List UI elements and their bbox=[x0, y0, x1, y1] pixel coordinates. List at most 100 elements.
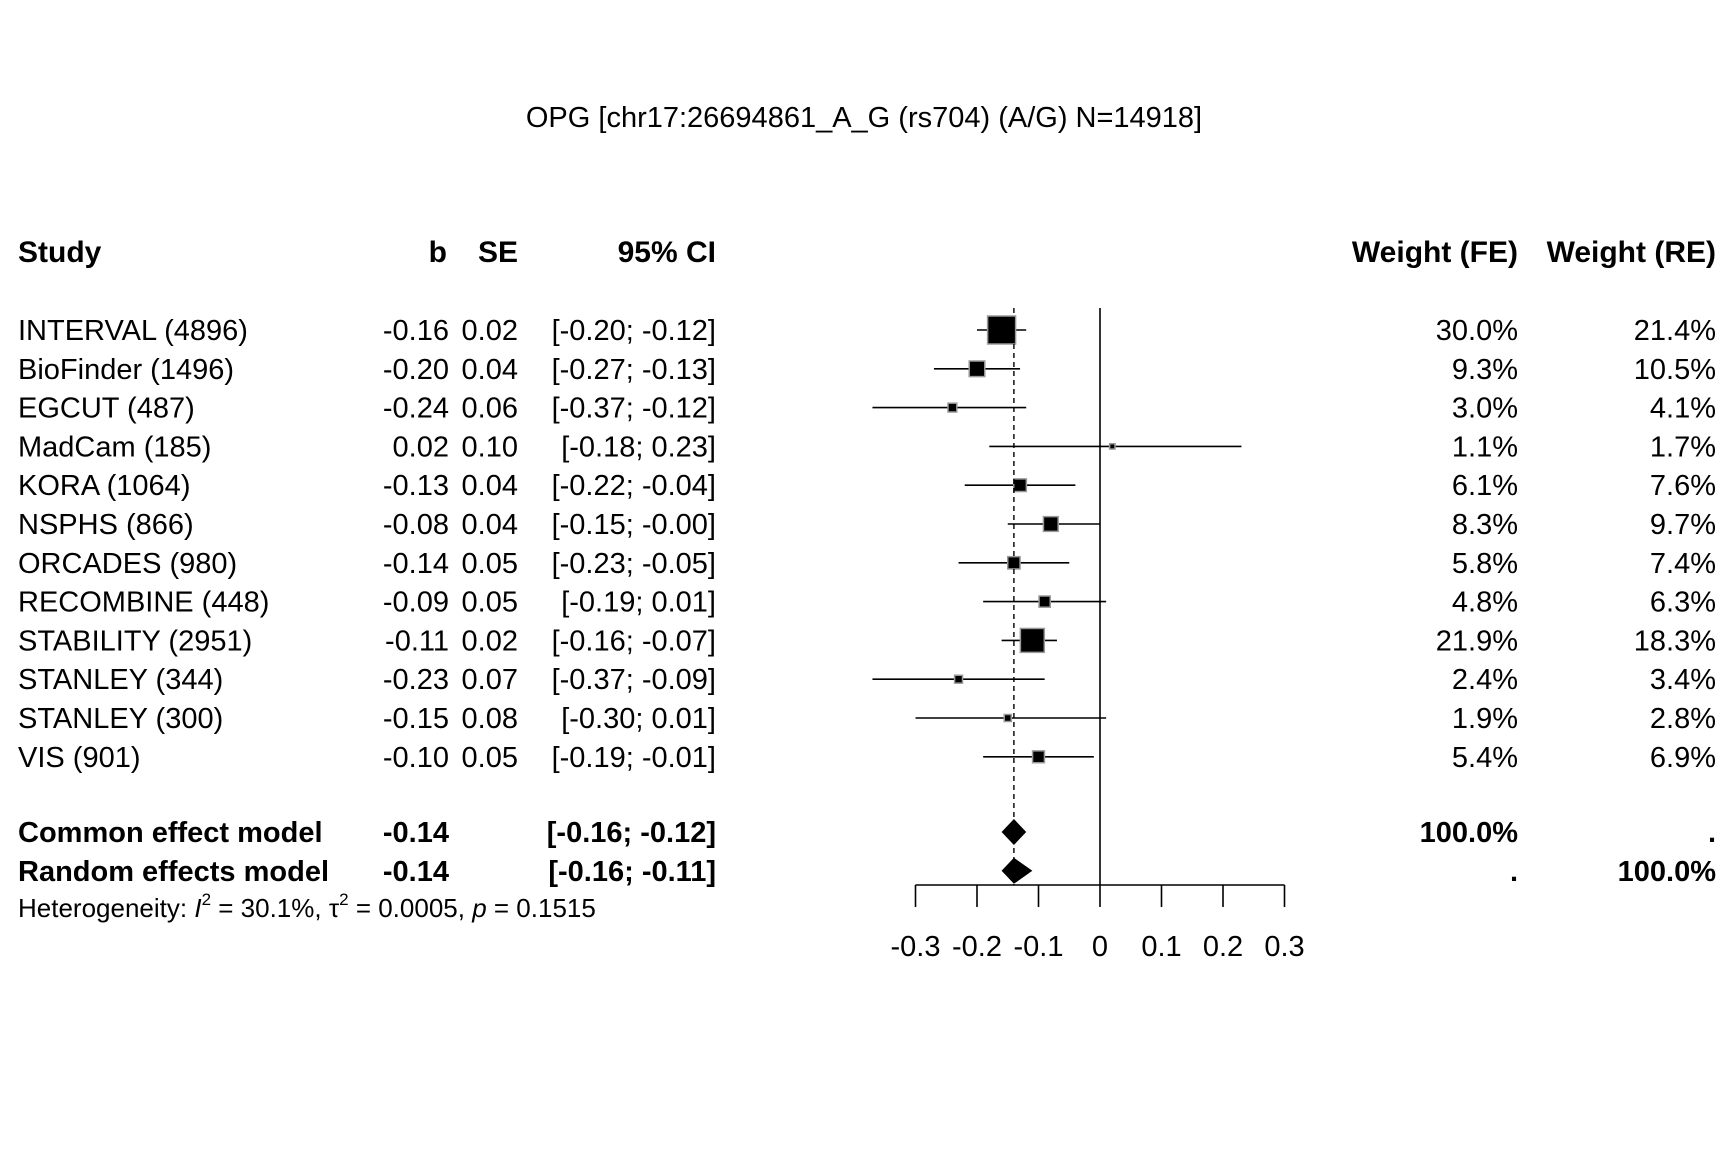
study-weight-re: 18.3% bbox=[1634, 625, 1716, 657]
study-square bbox=[947, 402, 958, 413]
study-se: 0.04 bbox=[462, 470, 518, 502]
study-ci: [-0.37; -0.12] bbox=[552, 393, 716, 425]
study-b: -0.11 bbox=[385, 625, 449, 657]
study-b: -0.08 bbox=[383, 509, 449, 541]
study-label: NSPHS (866) bbox=[18, 509, 194, 541]
study-weight-fe: 2.4% bbox=[1452, 664, 1518, 696]
study-weight-fe: 1.9% bbox=[1452, 703, 1518, 735]
study-square bbox=[1108, 442, 1116, 450]
study-weight-re: 7.4% bbox=[1650, 548, 1716, 580]
study-square bbox=[1031, 750, 1046, 764]
pooled-ci: [-0.16; -0.11] bbox=[548, 856, 716, 888]
study-square bbox=[1038, 595, 1052, 608]
pooled-b: -0.14 bbox=[383, 856, 449, 888]
study-b: -0.24 bbox=[383, 393, 449, 425]
i2-superscript: 2 bbox=[202, 890, 211, 909]
study-b: 0.02 bbox=[393, 431, 449, 463]
study-weight-re: 1.7% bbox=[1650, 431, 1716, 463]
study-se: 0.06 bbox=[462, 393, 518, 425]
study-label: STABILITY (2951) bbox=[18, 625, 252, 657]
study-weight-fe: 21.9% bbox=[1436, 625, 1518, 657]
study-square bbox=[968, 360, 986, 378]
study-weight-re: 6.3% bbox=[1650, 587, 1716, 619]
study-ci: [-0.19; 0.01] bbox=[561, 587, 716, 619]
pooled-weight-fe: . bbox=[1510, 856, 1518, 888]
chart-title: OPG [chr17:26694861_A_G (rs704) (A/G) N=… bbox=[526, 102, 1202, 134]
study-se: 0.07 bbox=[462, 664, 518, 696]
x-tick-label: 0.2 bbox=[1203, 931, 1243, 963]
study-ci: [-0.15; -0.00] bbox=[552, 509, 716, 541]
x-tick-label: -0.3 bbox=[891, 931, 941, 963]
header-b: b bbox=[429, 236, 447, 269]
pooled-rows: Common effect model -0.14 [-0.16; -0.12] 10… bbox=[18, 817, 1716, 888]
p-symbol: p bbox=[471, 893, 486, 923]
study-weight-fe: 5.4% bbox=[1452, 742, 1518, 774]
heterogeneity-prefix: Heterogeneity: bbox=[18, 893, 194, 923]
pooled-label: Common effect model bbox=[18, 817, 323, 849]
study-ci: [-0.30; 0.01] bbox=[561, 703, 716, 735]
study-weight-fe: 6.1% bbox=[1452, 470, 1518, 502]
study-b: -0.14 bbox=[383, 548, 449, 580]
study-ci: [-0.37; -0.09] bbox=[552, 664, 716, 696]
study-b: -0.10 bbox=[383, 742, 449, 774]
x-tick-label: 0 bbox=[1092, 931, 1108, 963]
p-value: = 0.1515 bbox=[487, 893, 596, 923]
study-ci: [-0.22; -0.04] bbox=[552, 470, 716, 502]
x-tick-label: 0.3 bbox=[1264, 931, 1304, 963]
study-se: 0.10 bbox=[462, 431, 518, 463]
pooled-weight-fe: 100.0% bbox=[1420, 817, 1519, 849]
study-b: -0.16 bbox=[383, 315, 449, 347]
study-weight-re: 9.7% bbox=[1650, 509, 1716, 541]
tau2-superscript: 2 bbox=[339, 890, 348, 909]
study-weight-fe: 30.0% bbox=[1436, 315, 1518, 347]
study-se: 0.08 bbox=[462, 703, 518, 735]
plot-area: -0.3 -0.2 -0.1 0 0.1 0.2 0.3 bbox=[872, 308, 1305, 963]
study-label: KORA (1064) bbox=[18, 470, 190, 502]
heterogeneity-text: Heterogeneity: I2 = 30.1%, τ2 = 0.0005, … bbox=[18, 890, 596, 923]
study-weight-fe: 4.8% bbox=[1452, 587, 1518, 619]
pooled-diamond bbox=[1001, 857, 1033, 884]
study-se: 0.04 bbox=[462, 509, 518, 541]
study-weight-re: 6.9% bbox=[1650, 742, 1716, 774]
pooled-ci: [-0.16; -0.12] bbox=[547, 817, 716, 849]
study-weight-fe: 5.8% bbox=[1452, 548, 1518, 580]
x-tick-label: -0.2 bbox=[952, 931, 1002, 963]
study-b: -0.20 bbox=[383, 354, 449, 386]
study-b: -0.09 bbox=[383, 587, 449, 619]
study-label: EGCUT (487) bbox=[18, 393, 195, 425]
study-ci: [-0.27; -0.13] bbox=[552, 354, 716, 386]
study-weight-re: 3.4% bbox=[1650, 664, 1716, 696]
study-weight-fe: 9.3% bbox=[1452, 354, 1518, 386]
study-b: -0.15 bbox=[383, 703, 449, 735]
study-se: 0.05 bbox=[462, 742, 518, 774]
study-b: -0.13 bbox=[383, 470, 449, 502]
study-ci: [-0.20; -0.12] bbox=[552, 315, 716, 347]
study-weight-re: 10.5% bbox=[1634, 354, 1716, 386]
study-ci: [-0.19; -0.01] bbox=[552, 742, 716, 774]
tau2-value: = 0.0005, bbox=[349, 893, 473, 923]
study-square bbox=[1012, 478, 1028, 493]
study-square bbox=[986, 315, 1017, 345]
study-se: 0.02 bbox=[462, 315, 518, 347]
study-square bbox=[953, 674, 964, 684]
study-weight-re: 4.1% bbox=[1650, 393, 1716, 425]
study-se: 0.05 bbox=[462, 548, 518, 580]
header-ci: 95% CI bbox=[618, 236, 716, 269]
header-study: Study bbox=[18, 236, 102, 269]
study-label: BioFinder (1496) bbox=[18, 354, 234, 386]
study-se: 0.05 bbox=[462, 587, 518, 619]
pooled-weight-re: 100.0% bbox=[1618, 856, 1717, 888]
x-tick-label: 0.1 bbox=[1141, 931, 1181, 963]
study-label: STANLEY (300) bbox=[18, 703, 223, 735]
study-label: STANLEY (344) bbox=[18, 664, 223, 696]
study-weight-fe: 3.0% bbox=[1452, 393, 1518, 425]
header-weight-re: Weight (RE) bbox=[1547, 236, 1716, 269]
study-weight-re: 2.8% bbox=[1650, 703, 1716, 735]
study-label: ORCADES (980) bbox=[18, 548, 237, 580]
study-weight-fe: 8.3% bbox=[1452, 509, 1518, 541]
i2-symbol: I bbox=[194, 893, 201, 923]
header-se: SE bbox=[478, 236, 518, 269]
pooled-weight-re: . bbox=[1708, 817, 1716, 849]
study-weight-re: 7.6% bbox=[1650, 470, 1716, 502]
